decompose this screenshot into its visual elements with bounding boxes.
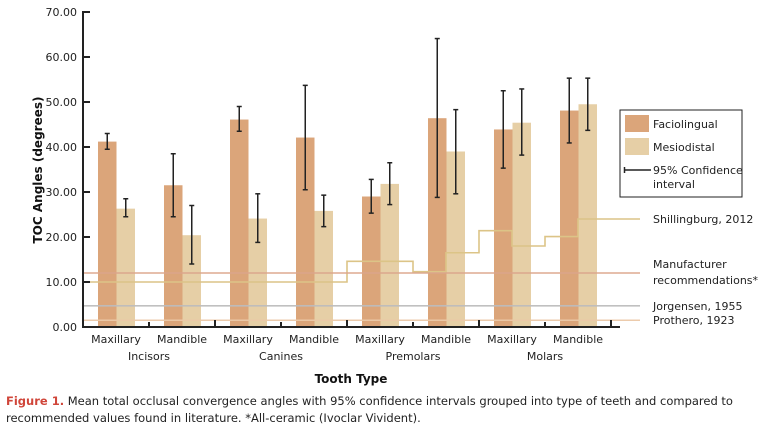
x-category-label: Mandible xyxy=(553,333,603,346)
reference-line-labels: Shillingburg, 2012 Manufacturer recommen… xyxy=(652,213,759,327)
bar-mesiodistal xyxy=(380,183,399,327)
ref-label-prothero: Prothero, 1923 xyxy=(653,314,735,327)
x-group-labels: Incisors Canines Premolars Molars xyxy=(128,350,563,363)
bar-mesiodistal xyxy=(314,210,333,327)
legend-label-ci-line1: 95% Confidence xyxy=(653,164,743,177)
bar-faciolingual xyxy=(494,129,513,327)
figure-caption: Figure 1. Mean total occlusal convergenc… xyxy=(6,393,782,427)
legend-label-ci-line2: interval xyxy=(653,178,695,191)
y-tick-label: 60.00 xyxy=(46,51,78,64)
legend-swatch-faciolingual xyxy=(625,115,649,132)
x-category-label: Mandible xyxy=(421,333,471,346)
ref-line-shillingburg xyxy=(83,218,640,283)
legend-swatch-mesiodistal xyxy=(625,138,649,155)
bar-faciolingual xyxy=(98,141,117,327)
bar-faciolingual xyxy=(164,185,183,327)
caption-text: Mean total occlusal convergence angles w… xyxy=(6,394,733,425)
x-group-label: Canines xyxy=(259,350,303,363)
bar-faciolingual xyxy=(428,118,447,327)
error-bars xyxy=(104,37,591,265)
x-category-labels: Maxillary Mandible Maxillary Mandible Maxill… xyxy=(91,333,603,346)
x-category-label: Maxillary xyxy=(91,333,141,346)
x-ticks xyxy=(148,320,612,327)
x-category-label: Mandible xyxy=(157,333,207,346)
bar-mesiodistal xyxy=(116,208,135,327)
y-tick-label: 70.00 xyxy=(46,6,78,19)
y-tick-label: 10.00 xyxy=(46,276,78,289)
x-category-label: Mandible xyxy=(289,333,339,346)
ref-label-shillingburg: Shillingburg, 2012 xyxy=(653,213,753,226)
ref-label-manufacturer-line2: recommendations* xyxy=(653,274,759,287)
ref-label-manufacturer-line1: Manufacturer xyxy=(653,258,727,271)
bar-chart: 0.00 10.00 20.00 30.00 40.00 50.00 60.00 70.00 M… xyxy=(31,6,759,386)
y-axis-title: TOC Angles (degrees) xyxy=(31,97,45,244)
legend-label-faciolingual: Faciolingual xyxy=(653,118,718,131)
x-group-label: Incisors xyxy=(128,350,170,363)
figure-label: Figure 1. xyxy=(6,394,65,408)
legend-label-mesiodistal: Mesiodistal xyxy=(653,141,715,154)
axes xyxy=(82,11,620,328)
ref-label-jorgensen: Jorgensen, 1955 xyxy=(652,300,742,313)
bar-faciolingual xyxy=(230,119,249,327)
y-ticks: 0.00 10.00 20.00 30.00 40.00 50.00 60.00 70.00 xyxy=(46,6,90,334)
x-axis-title: Tooth Type xyxy=(315,372,388,386)
bar-mesiodistal xyxy=(446,151,465,327)
y-tick-label: 50.00 xyxy=(46,96,78,109)
x-category-label: Maxillary xyxy=(223,333,273,346)
x-group-label: Premolars xyxy=(386,350,441,363)
y-tick-label: 40.00 xyxy=(46,141,78,154)
x-category-label: Maxillary xyxy=(355,333,405,346)
x-group-label: Molars xyxy=(527,350,564,363)
y-tick-label: 0.00 xyxy=(53,321,78,334)
bar-mesiodistal xyxy=(512,122,531,327)
bars xyxy=(98,104,597,327)
y-tick-label: 20.00 xyxy=(46,231,78,244)
y-tick-label: 30.00 xyxy=(46,186,78,199)
bar-mesiodistal xyxy=(182,235,201,327)
x-category-label: Maxillary xyxy=(487,333,537,346)
bar-mesiodistal xyxy=(578,104,597,327)
legend: Faciolingual Mesiodistal 95% Confidence … xyxy=(619,109,743,198)
bar-faciolingual xyxy=(296,137,315,327)
